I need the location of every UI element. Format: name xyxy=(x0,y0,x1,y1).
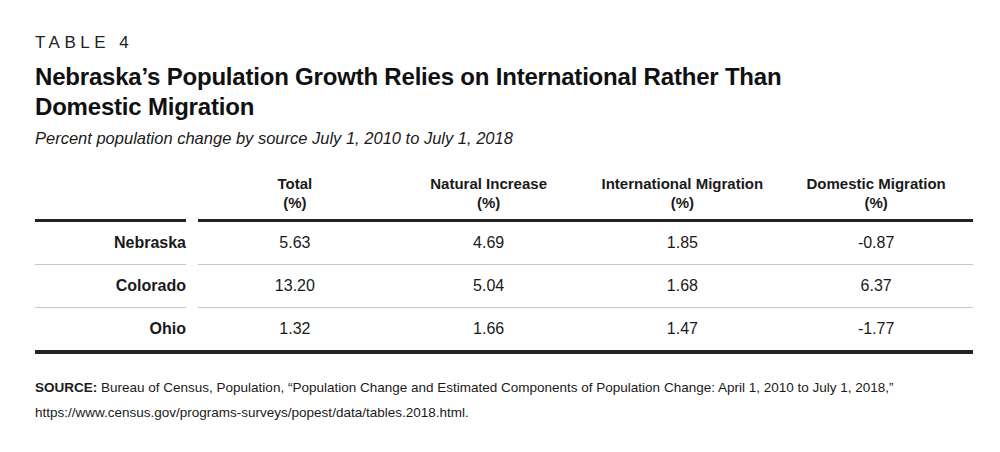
table-row-ohio: Ohio 1.32 1.66 1.47 -1.77 xyxy=(35,308,973,350)
cell-value: 1.85 xyxy=(586,234,780,252)
row-label: Nebraska xyxy=(35,234,186,252)
cell-value: 6.37 xyxy=(779,277,973,295)
cell-value: 4.69 xyxy=(392,234,586,252)
bottom-rule xyxy=(35,350,973,354)
figure-subtitle: Percent population change by source July… xyxy=(35,129,973,148)
cell-value: 1.32 xyxy=(198,320,392,338)
column-header-domestic-migration: Domestic Migration (%) xyxy=(779,174,973,212)
column-header-total: Total (%) xyxy=(198,174,392,212)
source-text: Bureau of Census, Population, “Populatio… xyxy=(35,380,894,420)
cell-value: -0.87 xyxy=(779,234,973,252)
table-row-colorado: Colorado 13.20 5.04 1.68 6.37 xyxy=(35,265,973,307)
row-label: Ohio xyxy=(35,320,186,338)
cell-value: 5.63 xyxy=(198,234,392,252)
table-number-label: TABLE 4 xyxy=(35,33,973,53)
cell-value: -1.77 xyxy=(779,320,973,338)
column-header-natural-increase: Natural Increase (%) xyxy=(392,174,586,212)
source-note: SOURCE: Bureau of Census, Population, “P… xyxy=(35,375,965,425)
cell-value: 13.20 xyxy=(198,277,392,295)
cell-value: 1.68 xyxy=(586,277,780,295)
figure-title: Nebraska’s Population Growth Relies on I… xyxy=(35,62,973,122)
cell-value: 1.47 xyxy=(586,320,780,338)
data-table: Total (%) Natural Increase (%) Internati… xyxy=(35,174,973,354)
source-label: SOURCE: xyxy=(35,380,97,395)
cell-value: 5.04 xyxy=(392,277,586,295)
column-header-international-migration: International Migration (%) xyxy=(586,174,780,212)
table-header-row: Total (%) Natural Increase (%) Internati… xyxy=(35,174,973,219)
figure-title-line2: Domestic Migration xyxy=(35,92,973,122)
cell-value: 1.66 xyxy=(392,320,586,338)
table-figure: TABLE 4 Nebraska’s Population Growth Rel… xyxy=(35,0,973,425)
row-separator xyxy=(35,307,973,308)
header-rule xyxy=(35,219,973,222)
row-label: Colorado xyxy=(35,277,186,295)
table-row-nebraska: Nebraska 5.63 4.69 1.85 -0.87 xyxy=(35,222,973,264)
row-separator xyxy=(35,264,973,265)
figure-title-line1: Nebraska’s Population Growth Relies on I… xyxy=(35,62,973,92)
